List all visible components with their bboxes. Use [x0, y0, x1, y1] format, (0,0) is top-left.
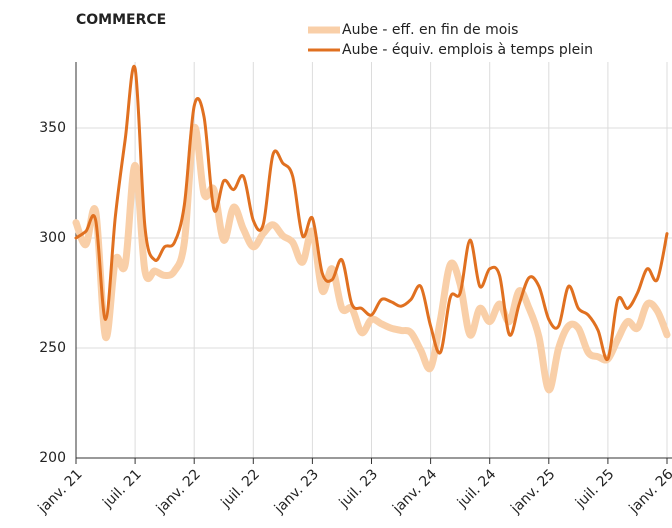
y-tick-label: 350 [39, 120, 66, 136]
series-line [72, 124, 671, 394]
series-line [74, 64, 669, 362]
x-tick-label: juil. 24 [454, 466, 500, 512]
x-tick-label: janv. 21 [35, 466, 86, 517]
legend-label: Aube - eff. en fin de mois [342, 22, 518, 38]
y-tick-label: 300 [39, 230, 66, 246]
x-tick-label: janv. 22 [153, 466, 204, 517]
chart-title: COMMERCE [76, 12, 166, 28]
y-tick-label: 200 [39, 450, 66, 466]
x-tick-label: juil. 22 [218, 466, 263, 511]
x-tick-label: janv. 23 [271, 466, 322, 517]
legend-label: Aube - équiv. emplois à temps plein [342, 42, 593, 58]
y-tick-label: 250 [39, 340, 66, 356]
x-tick-label: juil. 21 [99, 466, 144, 511]
x-tick-label: janv. 24 [389, 466, 440, 517]
x-tick-label: juil. 23 [336, 466, 381, 511]
x-tick-label: janv. 25 [507, 466, 558, 517]
x-tick-label: juil. 25 [572, 466, 617, 511]
x-tick-label: janv. 26 [626, 466, 672, 517]
